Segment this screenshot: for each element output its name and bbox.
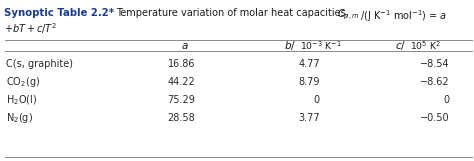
Text: C(s, graphite): C(s, graphite) <box>6 59 73 69</box>
Text: −8.62: −8.62 <box>420 77 450 87</box>
Text: CO$_2$(g): CO$_2$(g) <box>6 75 40 89</box>
Text: 44.22: 44.22 <box>167 77 195 87</box>
Text: −0.50: −0.50 <box>420 113 450 123</box>
Text: 28.58: 28.58 <box>167 113 195 123</box>
Text: 4.77: 4.77 <box>298 59 320 69</box>
Text: −8.54: −8.54 <box>420 59 450 69</box>
Text: 3.77: 3.77 <box>298 113 320 123</box>
Text: $C_{p,m}$: $C_{p,m}$ <box>337 8 360 22</box>
Text: Synoptic Table 2.2*: Synoptic Table 2.2* <box>4 8 114 18</box>
Text: $10^{-3}$ K$^{-1}$: $10^{-3}$ K$^{-1}$ <box>300 39 342 52</box>
Text: Temperature variation of molar heat capacities,: Temperature variation of molar heat capa… <box>116 8 352 18</box>
Text: 75.29: 75.29 <box>167 95 195 105</box>
Text: 8.79: 8.79 <box>299 77 320 87</box>
Text: 0: 0 <box>444 95 450 105</box>
Text: N$_2$(g): N$_2$(g) <box>6 111 33 125</box>
Text: /(J K$^{-1}$ mol$^{-1}$) = $a$: /(J K$^{-1}$ mol$^{-1}$) = $a$ <box>360 8 447 24</box>
Text: 16.86: 16.86 <box>167 59 195 69</box>
Text: $\mathbf{\mathit{a}}$: $\mathbf{\mathit{a}}$ <box>181 41 189 51</box>
Text: 0: 0 <box>314 95 320 105</box>
Text: $10^{5}$ K$^{2}$: $10^{5}$ K$^{2}$ <box>410 39 441 52</box>
Text: $\mathbf{\mathit{b}}/$: $\mathbf{\mathit{b}}/$ <box>284 39 296 52</box>
Text: $+bT + c/T^2$: $+bT + c/T^2$ <box>4 21 57 36</box>
Text: $\mathbf{\mathit{c}}/$: $\mathbf{\mathit{c}}/$ <box>395 39 406 52</box>
Text: H$_2$O(l): H$_2$O(l) <box>6 93 37 107</box>
